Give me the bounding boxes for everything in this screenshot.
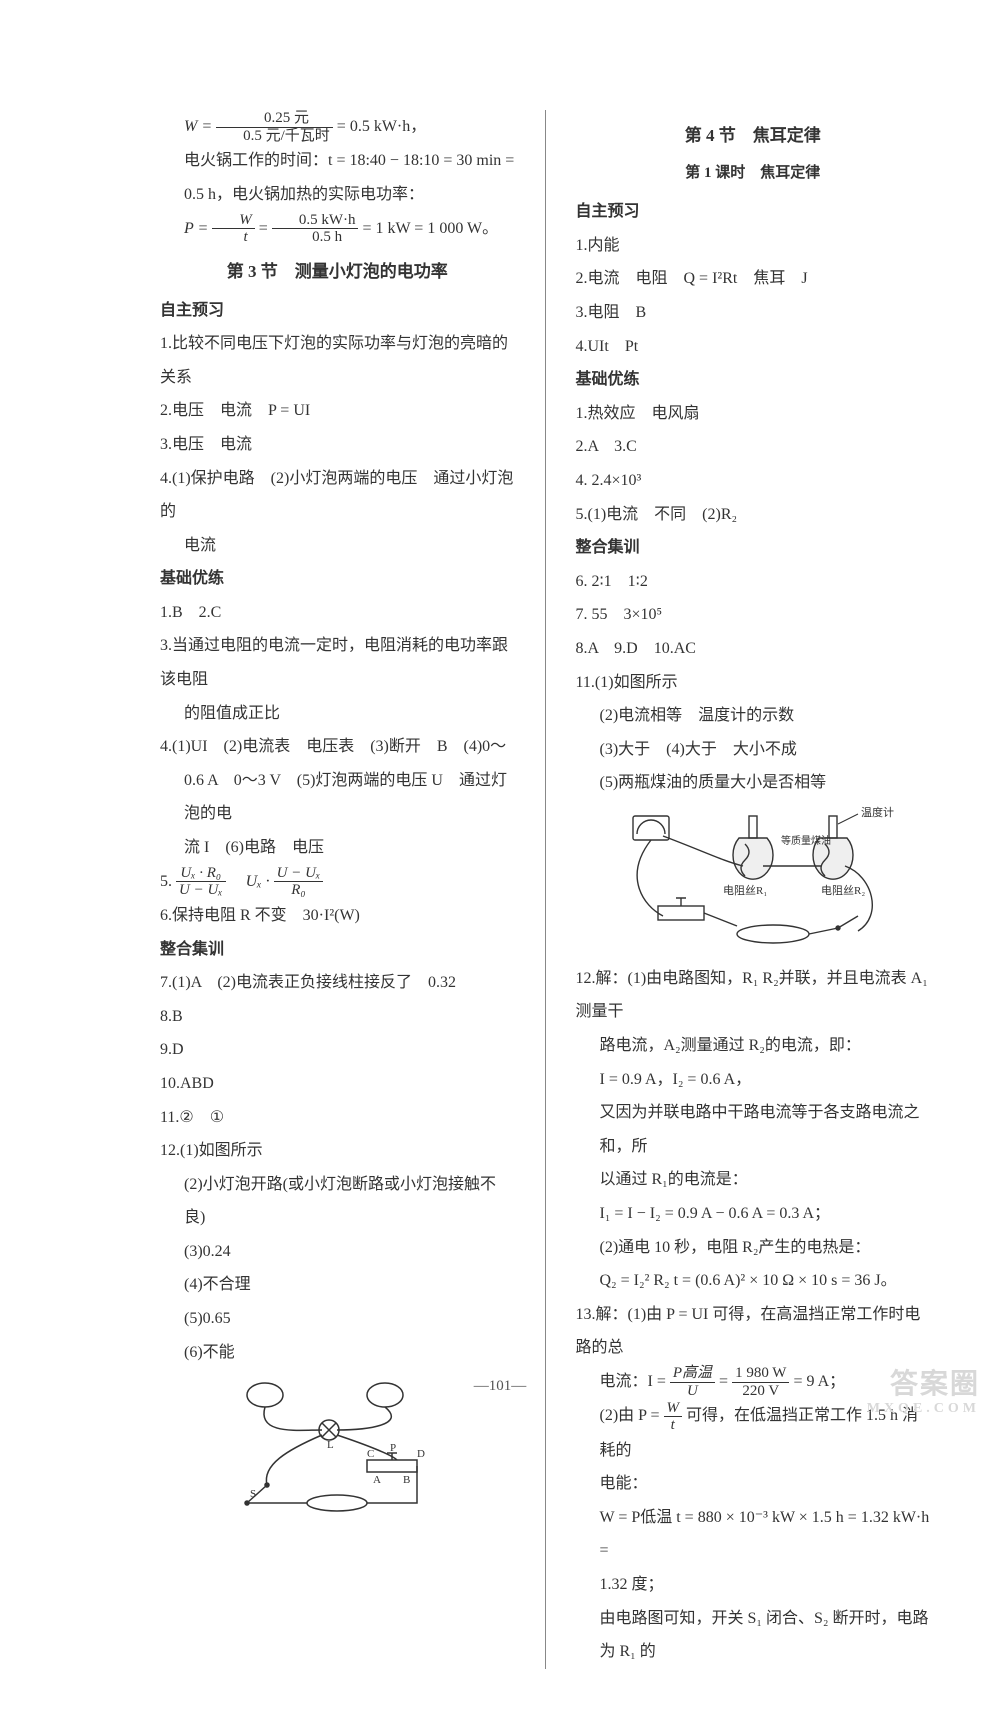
- eq-text: W =: [184, 118, 212, 135]
- text-line: 2.电流 电阻 Q = I²Rt 焦耳 J: [576, 262, 931, 296]
- fraction: U − Uₓ R₀: [274, 865, 324, 899]
- equation-line: W = 0.25 元 0.5 元/千瓦时 = 0.5 kW·h，: [160, 110, 515, 144]
- text-line: 9.D: [160, 1033, 515, 1067]
- fraction: 0.5 kW·h 0.5 h: [272, 212, 359, 246]
- text-line: 3.电阻 B: [576, 296, 931, 330]
- column-divider: [545, 110, 546, 1669]
- text-line: 由电路图可知，开关 S₁ 闭合、S₂ 断开时，电路为 R₁ 的: [576, 1602, 931, 1669]
- sub-section-title: 第 1 课时 焦耳定律: [576, 158, 931, 190]
- page-number: —101—: [0, 1371, 1000, 1403]
- text-line: (5)0.65: [160, 1302, 515, 1336]
- text-line: (6)不能: [160, 1336, 515, 1370]
- text-line: 5.(1)电流 不同 (2)R₂: [576, 498, 931, 532]
- svg-text:等质量煤油: 等质量煤油: [781, 834, 831, 847]
- text-line: 4. 2.4×10³: [576, 464, 931, 498]
- svg-text:A: A: [373, 1474, 381, 1486]
- text-line: 1.B 2.C: [160, 596, 515, 630]
- fraction: W t: [664, 1400, 683, 1434]
- text-line: 8.A 9.D 10.AC: [576, 632, 931, 666]
- text-line: (5)两瓶煤油的质量大小是否相等: [576, 766, 931, 800]
- svg-text:D: D: [417, 1448, 425, 1460]
- text-line: (2)小灯泡开路(或小灯泡断路或小灯泡接触不良): [160, 1168, 515, 1235]
- text-line: (2)电流相等 温度计的示数: [576, 699, 931, 733]
- svg-text:L: L: [327, 1439, 334, 1451]
- right-column: 第 4 节 焦耳定律 第 1 课时 焦耳定律 自主预习 1.内能 2.电流 电阻…: [576, 110, 931, 1669]
- text-line: (3)大于 (4)大于 大小不成: [576, 733, 931, 767]
- text-line: 10.ABD: [160, 1067, 515, 1101]
- text-line: 路电流，A₂测量通过 R₂的电流，即：: [576, 1029, 931, 1063]
- text-line: 1.热效应 电风扇: [576, 397, 931, 431]
- text-line: 11.(1)如图所示: [576, 666, 931, 700]
- text-line: 6.保持电阻 R 不变 30·I²(W): [160, 899, 515, 933]
- svg-text:P: P: [390, 1442, 396, 1454]
- svg-text:S: S: [250, 1488, 256, 1500]
- text-line: 0.6 A 0～3 V (5)灯泡两端的电压 U 通过灯泡的电: [160, 764, 515, 831]
- eq-text: P =: [184, 220, 208, 237]
- text-line: (2)通电 10 秒，电阻 R₂产生的电热是：: [576, 1231, 931, 1265]
- text-line: 13.解：(1)由 P = UI 可得，在高温挡正常工作时电路的总: [576, 1298, 931, 1365]
- text-line: 1.32 度；: [576, 1568, 931, 1602]
- text-line: 2.A 3.C: [576, 430, 931, 464]
- text-line: 1.内能: [576, 229, 931, 263]
- text-line: 电流: [160, 529, 515, 563]
- svg-text:电阻丝R₂: 电阻丝R₂: [821, 884, 865, 897]
- heading: 基础优练: [160, 562, 515, 596]
- text-line: 电能：: [576, 1467, 931, 1501]
- text-line: 7. 55 3×10⁵: [576, 598, 931, 632]
- text-line: 7.(1)A (2)电流表正负接线柱接反了 0.32: [160, 966, 515, 1000]
- fraction: 0.25 元 0.5 元/千瓦时: [216, 110, 333, 144]
- text-line: W = P低温 t = 880 × 10⁻³ kW × 1.5 h = 1.32…: [576, 1501, 931, 1568]
- watermark: 答案圈 MXQE.COM: [867, 1370, 980, 1416]
- text-line: I₁ = I − I₂ = 0.9 A − 0.6 A = 0.3 A；: [576, 1197, 931, 1231]
- text-line: 的阻值成正比: [160, 697, 515, 731]
- fraction: Uₓ · R₀ U − Uₓ: [176, 865, 226, 899]
- equation-line: 5. Uₓ · R₀ U − Uₓ Uₓ · U − Uₓ R₀: [160, 865, 515, 899]
- text-line: 0.5 h，电火锅加热的实际电功率：: [160, 178, 515, 212]
- text-line: 8.B: [160, 1000, 515, 1034]
- svg-text:B: B: [403, 1474, 410, 1486]
- text-line: 1.比较不同电压下灯泡的实际功率与灯泡的亮暗的关系: [160, 327, 515, 394]
- text-line: 12.解：(1)由电路图知，R₁ R₂并联，并且电流表 A₁测量干: [576, 962, 931, 1029]
- text-line: 3.当通过电阻的电流一定时，电阻消耗的电功率跟该电阻: [160, 629, 515, 696]
- text-line: 11.② ①: [160, 1101, 515, 1135]
- svg-text:电阻丝R₁: 电阻丝R₁: [723, 884, 767, 897]
- text-line: Q₂ = I₂² R₂ t = (0.6 A)² × 10 Ω × 10 s =…: [576, 1264, 931, 1298]
- eq-text: = 0.5 kW·h，: [337, 118, 426, 135]
- text-line: 3.电压 电流: [160, 428, 515, 462]
- heading: 基础优练: [576, 363, 931, 397]
- text-line: (3)0.24: [160, 1235, 515, 1269]
- text-line: 4.(1)保护电路 (2)小灯泡两端的电压 通过小灯泡的: [160, 462, 515, 529]
- fraction: W t: [212, 212, 255, 246]
- text-line: 流 I (6)电路 电压: [160, 831, 515, 865]
- text-line: 2.电压 电流 P = UI: [160, 394, 515, 428]
- text-line: 6. 2∶1 1∶2: [576, 565, 931, 599]
- text-line: 4.UIt Pt: [576, 330, 931, 364]
- text-line: 以通过 R₁的电流是：: [576, 1163, 931, 1197]
- svg-text:温度计: 温度计: [861, 806, 894, 819]
- heading: 自主预习: [576, 195, 931, 229]
- apparatus-figure: 温度计 等质量煤油 电阻丝R₁ 电阻丝R₂: [603, 806, 903, 956]
- left-column: W = 0.25 元 0.5 元/千瓦时 = 0.5 kW·h， 电火锅工作的时…: [160, 110, 515, 1669]
- heading: 自主预习: [160, 294, 515, 328]
- text-line: 电火锅工作的时间：t = 18:40 − 18:10 = 30 min =: [160, 144, 515, 178]
- text-line: 12.(1)如图所示: [160, 1134, 515, 1168]
- text-line: 4.(1)UI (2)电流表 电压表 (3)断开 B (4)0～: [160, 730, 515, 764]
- equation-line: P = W t = 0.5 kW·h 0.5 h = 1 kW = 1 000 …: [160, 212, 515, 246]
- section-title: 第 4 节 焦耳定律: [576, 118, 931, 154]
- heading: 整合集训: [576, 531, 931, 565]
- text-line: I = 0.9 A，I₂ = 0.6 A，: [576, 1063, 931, 1097]
- svg-text:C: C: [367, 1448, 374, 1460]
- section-title: 第 3 节 测量小灯泡的电功率: [160, 254, 515, 290]
- page: W = 0.25 元 0.5 元/千瓦时 = 0.5 kW·h， 电火锅工作的时…: [0, 0, 1000, 1709]
- heading: 整合集训: [160, 933, 515, 967]
- text-line: 又因为并联电路中干路电流等于各支路电流之和，所: [576, 1096, 931, 1163]
- text-line: (4)不合理: [160, 1268, 515, 1302]
